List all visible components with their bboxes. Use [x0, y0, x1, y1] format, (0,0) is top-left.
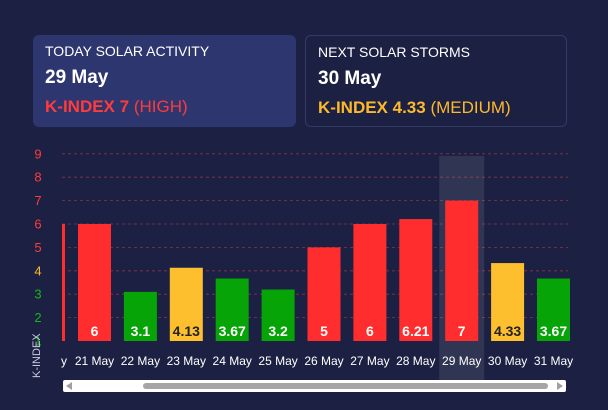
today-activity-card: TODAY SOLAR ACTIVITY 29 May K-INDEX 7 (H…	[33, 35, 296, 127]
x-tick-label: 30 May	[488, 354, 527, 368]
bar-value-label: 4.13	[173, 323, 200, 339]
bar[interactable]	[537, 278, 570, 341]
y-axis-ticks: 1 2 3 4 5 6 7 8 9	[34, 146, 41, 348]
bar-value-label: 6	[366, 323, 374, 339]
next-kindex-line: K-INDEX 4.33 (MEDIUM)	[318, 98, 554, 118]
bar[interactable]	[445, 200, 479, 341]
x-tick-label: 29 May	[442, 354, 481, 368]
scroll-thumb[interactable]	[143, 383, 548, 389]
bar-value-label: 3.67	[219, 323, 246, 339]
y-tick-label: 9	[34, 146, 41, 161]
x-tick-label: 21 May	[75, 354, 114, 368]
bars: 6 3.1 4.13 3.67 3.2 5 6 6.21 7 4.33 3.67	[62, 200, 570, 341]
x-tick-label: 31 May	[534, 354, 573, 368]
y-tick-label: 3	[34, 287, 41, 302]
next-date: 30 May	[318, 68, 382, 89]
kindex-bar-chart: 6 3.1 4.13 3.67 3.2 5 6 6.21 7 4.33 3.67 1 2 3 4 5 6 7 8 9…	[31, 146, 573, 380]
bar[interactable]	[353, 224, 387, 341]
next-card-label: NEXT SOLAR STORMS	[318, 44, 470, 60]
y-tick-label: 8	[34, 170, 41, 185]
next-kindex: K-INDEX 4.33	[318, 98, 426, 117]
bar-value-label: 7	[458, 323, 466, 339]
bar[interactable]	[169, 267, 203, 341]
y-tick-label: 6	[34, 217, 41, 232]
today-kindex: K-INDEX 7	[45, 97, 130, 116]
y-tick-label: 4	[34, 263, 41, 278]
y-tick-label: 5	[34, 240, 41, 255]
bar[interactable]	[307, 247, 341, 341]
bar[interactable]	[399, 219, 433, 341]
bar[interactable]	[123, 291, 157, 341]
bar-value-label: 6	[91, 323, 99, 339]
bar-value-label: 3.1	[131, 323, 151, 339]
bar[interactable]	[78, 224, 111, 341]
today-kindex-line: K-INDEX 7 (HIGH)	[45, 97, 284, 117]
x-tick-label: 24 May	[213, 354, 252, 368]
next-storm-card: NEXT SOLAR STORMS 30 May K-INDEX 4.33 (M…	[305, 35, 567, 127]
bar[interactable]	[215, 278, 249, 341]
today-card-label: TODAY SOLAR ACTIVITY	[45, 43, 210, 59]
bar-value-label: 5	[320, 323, 328, 339]
x-tick-label: 22 May	[121, 354, 160, 368]
x-tick-label: 26 May	[304, 354, 343, 368]
scroll-right-icon[interactable]	[557, 382, 563, 390]
bar-value-label: 3.67	[540, 323, 567, 339]
chart-scrollbar[interactable]	[63, 380, 566, 392]
y-tick-label: 2	[34, 310, 41, 325]
today-level: (HIGH)	[133, 97, 188, 116]
x-axis-labels: y 21 May 22 May 23 May 24 May 25 May 26 May 27 …	[61, 354, 573, 368]
bar[interactable]	[491, 263, 525, 341]
bar-value-label: 6.21	[402, 323, 429, 339]
bar[interactable]	[261, 289, 295, 341]
scroll-left-icon[interactable]	[66, 382, 72, 390]
x-tick-label: 23 May	[167, 354, 206, 368]
partial-bar	[62, 224, 65, 341]
y-tick-label: 1	[34, 334, 41, 349]
x-tick-label: 27 May	[350, 354, 389, 368]
next-level: (MEDIUM)	[430, 98, 511, 117]
x-tick-label: 25 May	[258, 354, 297, 368]
bar-value-label: 3.2	[268, 323, 288, 339]
y-axis-title: K-INDEX	[31, 333, 43, 378]
x-tick-label: 28 May	[396, 354, 435, 368]
today-date: 29 May	[45, 67, 109, 88]
bar-value-label: 4.33	[494, 323, 521, 339]
x-tick-label-partial: y	[61, 354, 67, 368]
y-tick-label: 7	[34, 193, 41, 208]
